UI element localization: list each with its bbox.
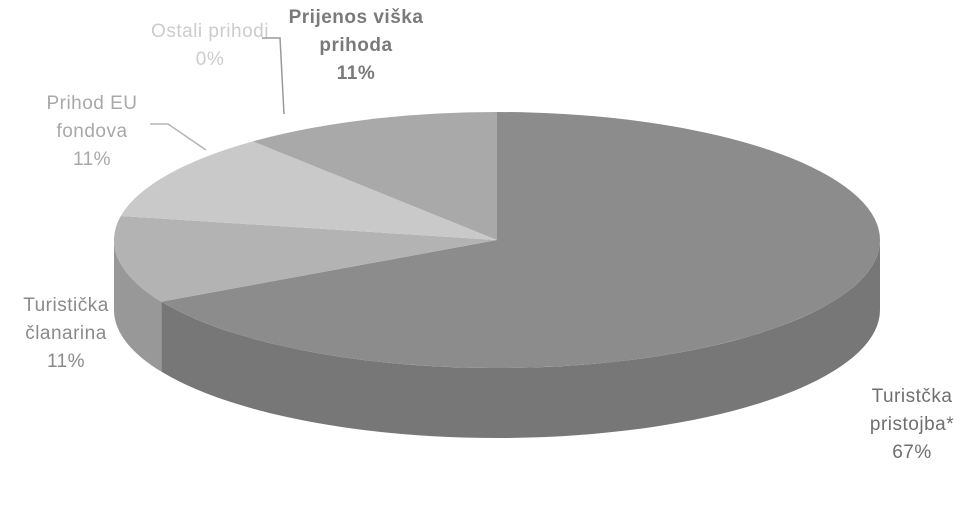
pie-sides [114, 240, 881, 438]
value-label: 67% [892, 442, 932, 463]
pie-slice [161, 112, 881, 368]
category-label: Prihod EU fondova [46, 93, 138, 142]
category-label: Turistčka pristojba* [869, 386, 955, 435]
leader-line [262, 37, 285, 115]
slice-label: Prijenos viška prihoda 11% [271, 4, 441, 88]
category-label: Turistička članarina [23, 295, 109, 344]
value-label: 11% [336, 63, 376, 84]
pie-tops [113, 112, 881, 368]
pie-slice [120, 141, 497, 240]
slice-label: Turistčka pristojba* 67% [852, 383, 972, 467]
pie-slice [113, 216, 497, 302]
pie-slice [252, 112, 497, 240]
value-label: 11% [72, 149, 112, 170]
value-label: 11% [46, 351, 86, 372]
leader-line [150, 123, 207, 151]
slice-label: Turistička članarina 11% [6, 292, 126, 376]
value-label: 0% [195, 49, 225, 70]
pie-side [114, 240, 162, 372]
slice-label: Prihod EU fondova 11% [27, 90, 157, 174]
category-label: Prijenos viška prihoda [288, 7, 424, 56]
category-label: Ostali prihodi [151, 21, 269, 42]
slice-label: Ostali prihodi 0% [130, 18, 290, 74]
pie-side [161, 240, 881, 438]
